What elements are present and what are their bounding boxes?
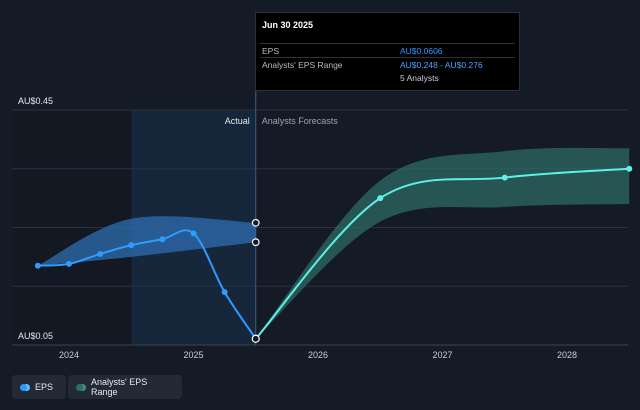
eps-point (159, 236, 166, 243)
eps-forecast-point (626, 165, 633, 172)
eps-range-band-past (37, 216, 256, 266)
tooltip-divider (260, 57, 515, 58)
x-tick-label: 2025 (183, 350, 203, 360)
eps-point (128, 242, 135, 249)
eps-point (190, 230, 197, 237)
eps-line (37, 229, 257, 340)
eps-point (66, 260, 72, 267)
eps-range-band-forecast (255, 147, 630, 339)
legend-eps-dot-icon (20, 383, 27, 391)
tooltip-analysts-value: 5 Analysts (400, 73, 439, 83)
y-axis-top-label: AU$0.45 (18, 96, 53, 106)
tooltip-range-value: AU$0.248 - AU$0.276 (400, 60, 483, 70)
x-tick-label: 2024 (59, 350, 79, 360)
legend-range-dot-icon (76, 383, 83, 391)
legend-item-eps[interactable]: EPS (12, 375, 66, 399)
actual-section-label: Actual (225, 116, 250, 126)
legend-item-eps-range[interactable]: Analysts' EPS Range (68, 375, 182, 399)
tooltip-date: Jun 30 2025 (262, 20, 314, 30)
tooltip-eps-label: EPS (262, 46, 280, 56)
legend-eps-label: EPS (35, 382, 54, 392)
tooltip-divider (260, 43, 515, 44)
x-tick-label: 2028 (557, 350, 577, 360)
tooltip-range-label: Analysts' EPS Range (262, 60, 343, 70)
x-tick-label: 2027 (432, 350, 452, 360)
eps-forecast-point (501, 174, 508, 181)
legend-range-label: Analysts' EPS Range (91, 377, 148, 397)
forecast-section-label: Analysts Forecasts (262, 116, 339, 126)
eps-point (97, 250, 104, 257)
hover-tooltip: Jun 30 2025 EPS AU$0.0606 Analysts' EPS … (255, 12, 520, 91)
eps-forecast-line (255, 167, 630, 340)
eps-current-point (251, 334, 260, 343)
y-axis-bottom-label: AU$0.05 (18, 331, 53, 341)
eps-point (221, 289, 228, 296)
range-end-marker (251, 218, 260, 227)
x-tick-label: 2026 (308, 350, 328, 360)
eps-point (34, 262, 41, 269)
eps-forecast-point (377, 195, 384, 202)
range-end-marker (251, 238, 260, 247)
tooltip-eps-value: AU$0.0606 (400, 46, 443, 56)
